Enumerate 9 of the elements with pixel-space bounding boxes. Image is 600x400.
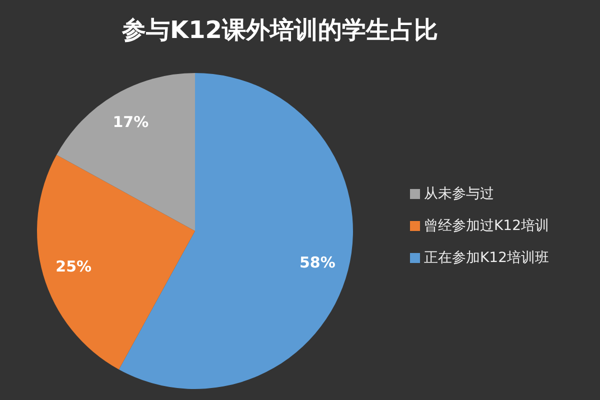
- data-label: 25%: [56, 257, 92, 276]
- data-label: 58%: [299, 253, 336, 272]
- pie-slice: [56, 73, 195, 231]
- data-label: 17%: [112, 113, 149, 132]
- legend-label: 曾经参加过K12培训: [424, 218, 549, 234]
- legend-label: 正在参加K12培训班: [424, 250, 549, 266]
- legend-label: 从未参与过: [424, 186, 494, 202]
- pie-slice: [37, 154, 195, 370]
- chart-title: 参与K12课外培训的学生占比: [120, 15, 439, 46]
